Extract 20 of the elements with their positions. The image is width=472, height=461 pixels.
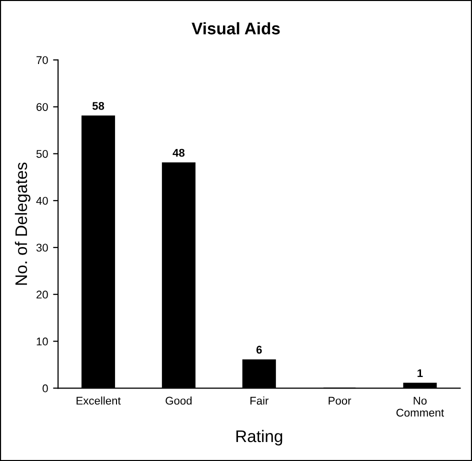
data-label: 1 [418, 369, 423, 377]
y-tick-label: 20 [36, 290, 48, 299]
y-tick-label: 60 [36, 103, 48, 111]
x-axis-title: Rating [236, 430, 282, 446]
y-tick-label: 70 [36, 56, 48, 64]
x-tick-label: Poor [328, 396, 352, 405]
y-tick-label: 10 [36, 338, 48, 346]
y-tick-label: 50 [36, 150, 48, 158]
data-label: 48 [172, 148, 185, 157]
x-tick-label: Good [166, 396, 192, 405]
x-tick-label: Fair [250, 396, 269, 405]
chart-title: Visual Aids [192, 22, 280, 34]
data-label: 6 [256, 346, 262, 354]
y-tick-label: 0 [42, 384, 48, 392]
y-tick-label: 30 [36, 244, 48, 252]
x-tick-label: No Comment [396, 396, 444, 417]
y-tick-label: 40 [36, 196, 48, 205]
x-tick-label: Excellent [76, 396, 121, 405]
y-axis-title: No. of Delegates [14, 162, 30, 285]
data-label: 58 [92, 102, 104, 110]
